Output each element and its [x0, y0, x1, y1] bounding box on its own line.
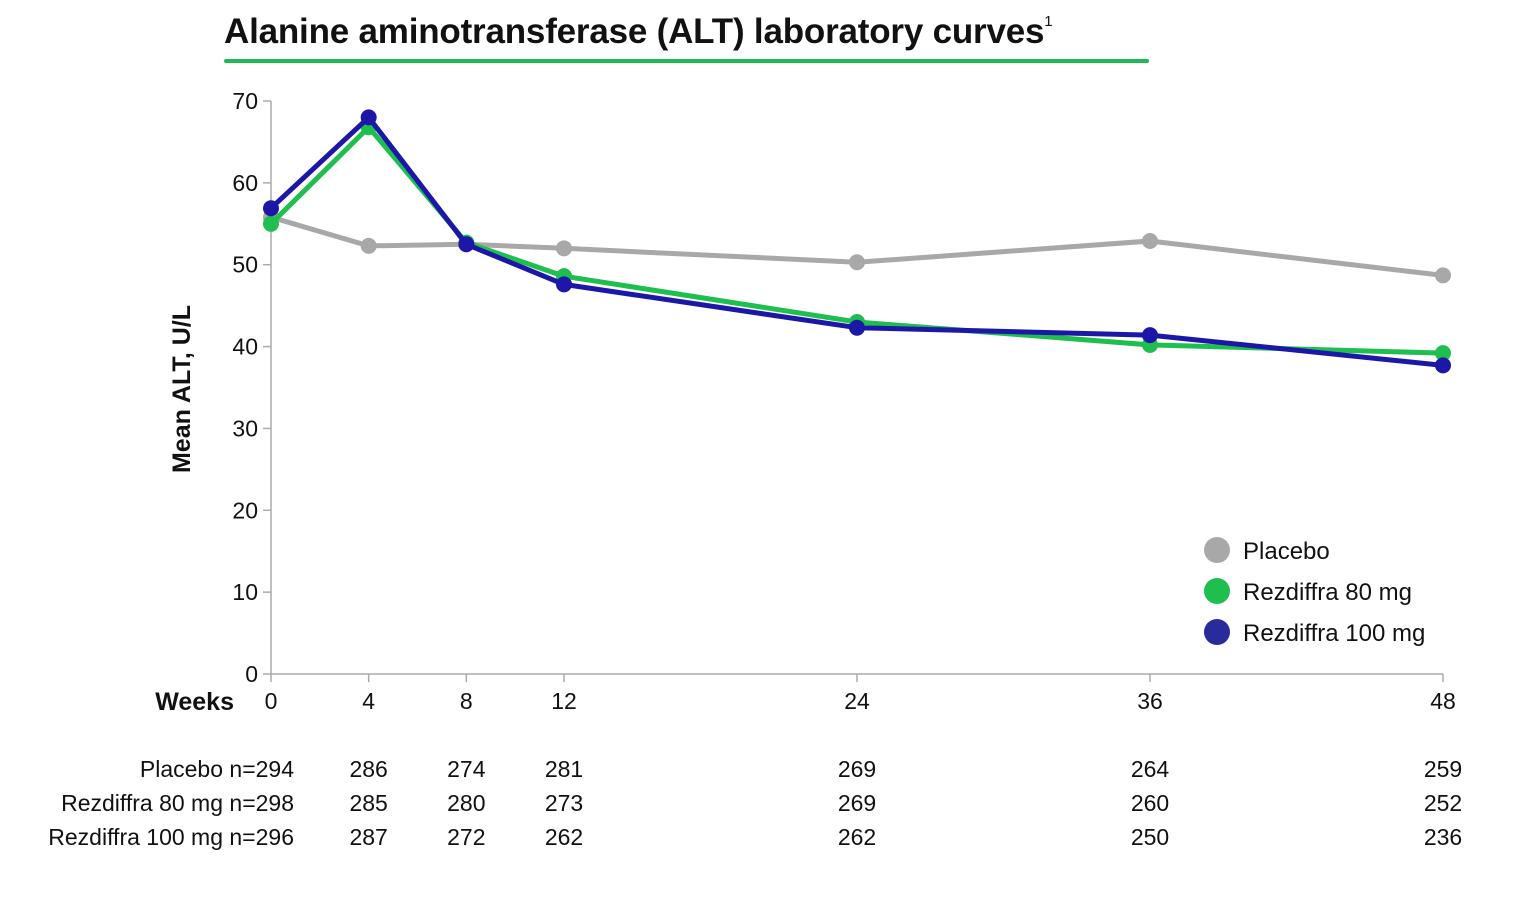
data-point-rezdiffra-80-mg [1435, 345, 1451, 362]
at-risk-count: 274 [447, 756, 486, 782]
at-risk-count: 260 [1131, 790, 1169, 816]
title-footnote-marker: 1 [1044, 13, 1053, 31]
x-tick-label: 36 [1137, 688, 1163, 714]
at-risk-count: 252 [1424, 790, 1462, 816]
y-axis-ticks: 0 10 20 30 40 50 60 70 [232, 88, 271, 687]
at-risk-count: 281 [545, 756, 583, 782]
at-risk-count: 269 [838, 756, 876, 782]
y-tick-label: 60 [232, 170, 258, 196]
at-risk-row-label: Rezdiffra 80 mg n=298 [61, 790, 294, 816]
data-point-rezdiffra-100-mg [1435, 357, 1451, 374]
x-tick-label: 12 [551, 688, 577, 714]
series-placebo [263, 209, 1451, 284]
x-tick-label: 24 [844, 688, 870, 714]
chart-title-text: Alanine aminotransferase (ALT) laborator… [224, 12, 1045, 51]
at-risk-count: 264 [1131, 756, 1170, 782]
at-risk-table: Placebo n=294 286 274 281 269 264 259 Rezdiffra… [48, 756, 1462, 850]
at-risk-count: 286 [349, 756, 387, 782]
data-point-rezdiffra-100-mg [263, 200, 279, 217]
x-tick-label: 0 [265, 688, 278, 714]
data-point-placebo [556, 240, 572, 257]
data-point-placebo [1142, 232, 1158, 249]
data-point-rezdiffra-100-mg [360, 109, 377, 126]
legend-marker-rezdiffra-80-mg [1204, 578, 1230, 604]
series-layer [263, 109, 1451, 374]
at-risk-count: 273 [545, 790, 583, 816]
data-point-placebo [360, 237, 377, 254]
x-axis-ticks: 0 4 8 12 24 36 48 [265, 674, 1456, 714]
at-risk-count: 262 [545, 824, 583, 850]
data-point-rezdiffra-100-mg [556, 276, 572, 293]
at-risk-count: 262 [838, 824, 876, 850]
legend-label-placebo: Placebo [1243, 538, 1330, 565]
at-risk-row-label: Rezdiffra 100 mg n=296 [48, 824, 294, 850]
at-risk-row-label: Placebo n=294 [140, 756, 294, 782]
data-point-rezdiffra-100-mg [849, 319, 865, 336]
x-axis-title: Weeks [155, 688, 234, 716]
x-tick-label: 48 [1430, 688, 1456, 714]
y-axis-title: Mean ALT, U/L [168, 305, 196, 473]
y-tick-label: 0 [245, 661, 258, 687]
legend-marker-rezdiffra-100-mg [1204, 619, 1230, 645]
data-point-placebo [1435, 267, 1451, 284]
legend-marker-placebo [1204, 537, 1230, 563]
data-point-rezdiffra-80-mg [263, 215, 279, 232]
y-tick-label: 10 [232, 579, 258, 605]
at-risk-count: 259 [1424, 756, 1462, 782]
legend-label-rezdiffra-80-mg: Rezdiffra 80 mg [1243, 579, 1412, 606]
chart-title: Alanine aminotransferase (ALT) laborator… [224, 12, 1053, 51]
title-underline [224, 59, 1149, 63]
data-point-rezdiffra-100-mg [458, 236, 475, 253]
data-point-placebo [849, 254, 865, 271]
legend: Placebo Rezdiffra 80 mg Rezdiffra 100 mg [1204, 537, 1425, 647]
y-tick-label: 70 [232, 88, 258, 114]
at-risk-count: 272 [447, 824, 485, 850]
at-risk-count: 250 [1131, 824, 1169, 850]
data-point-rezdiffra-100-mg [1142, 327, 1158, 344]
y-tick-label: 50 [232, 252, 258, 278]
x-tick-label: 8 [460, 688, 473, 714]
y-tick-label: 20 [232, 497, 258, 523]
at-risk-count: 280 [447, 790, 485, 816]
at-risk-count: 269 [838, 790, 876, 816]
y-tick-label: 40 [232, 334, 258, 360]
at-risk-count: 287 [349, 824, 387, 850]
at-risk-count: 285 [349, 790, 387, 816]
at-risk-count: 236 [1424, 824, 1462, 850]
x-tick-label: 4 [362, 688, 375, 714]
y-tick-label: 30 [232, 415, 258, 441]
chart-title-block: Alanine aminotransferase (ALT) laborator… [224, 12, 1053, 52]
legend-label-rezdiffra-100-mg: Rezdiffra 100 mg [1243, 620, 1425, 647]
series-rezdiffra-100-mg [263, 109, 1451, 374]
